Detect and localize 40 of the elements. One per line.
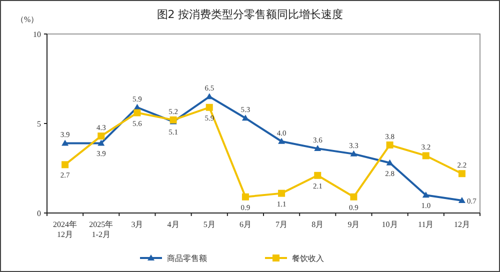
point [314, 172, 322, 179]
point [278, 190, 286, 197]
chart-title: 图2 按消费类型分零售额同比增长速度 [156, 8, 344, 21]
point [386, 159, 394, 166]
x-tick-label: 3月 [131, 220, 144, 229]
point [242, 114, 249, 121]
x-tick-label: 6月 [239, 220, 252, 229]
x-tick-label: 2025年 1-2月 [89, 220, 114, 239]
point [206, 93, 213, 100]
legend-label: 商品零售额 [167, 254, 207, 263]
y-tick-label: 5 [37, 120, 41, 128]
point [242, 193, 249, 200]
x-tick-label: 12月 [454, 220, 470, 229]
point [98, 140, 105, 146]
point [206, 104, 213, 111]
point [314, 145, 322, 152]
point [350, 193, 358, 200]
point [62, 161, 69, 168]
legend-label: 餐饮收入 [292, 254, 324, 263]
x-tick-label: 2024年 12月 [53, 220, 78, 239]
x-tick-label: 8月 [312, 220, 324, 229]
y-tick-label: 10 [33, 30, 41, 39]
point [98, 132, 105, 140]
x-tick-label: 10月 [382, 220, 398, 229]
y-axis-title: （%） [16, 15, 39, 24]
point [458, 196, 466, 203]
point [350, 150, 358, 156]
x-tick-label: 5月 [203, 220, 216, 229]
point [422, 152, 430, 160]
point [62, 140, 69, 146]
x-tick-label: 11月 [418, 220, 434, 229]
point [278, 138, 286, 144]
point [458, 170, 466, 178]
point [422, 192, 430, 198]
x-tick-label: 4月 [167, 220, 180, 229]
y-tick-label: 0 [37, 209, 41, 218]
point [134, 109, 141, 116]
x-tick-label: 9月 [348, 220, 360, 229]
x-tick-label: 7月 [276, 220, 288, 229]
point [386, 141, 394, 148]
